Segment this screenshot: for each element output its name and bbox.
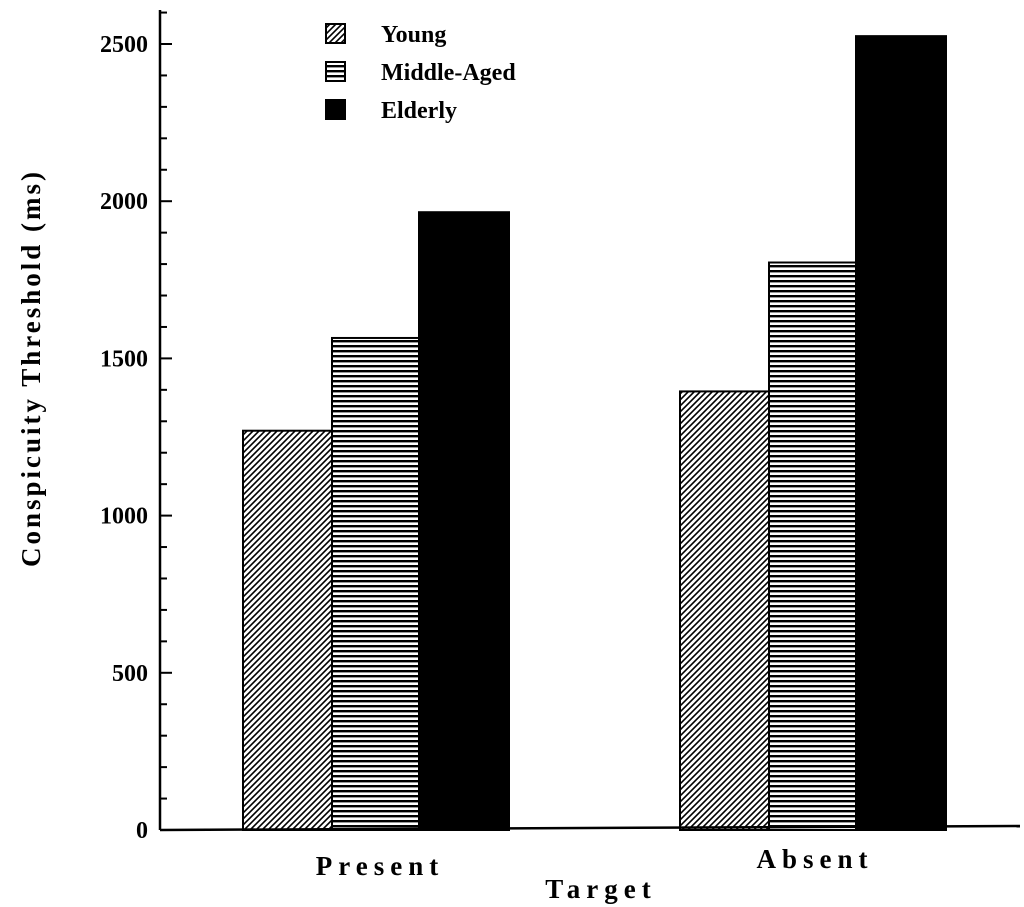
bars-group <box>242 35 947 832</box>
legend-swatch-middle-aged <box>325 61 346 82</box>
y-axis-title: Conspicuity Threshold (ms) <box>16 169 46 567</box>
y-tick-label: 2500 <box>100 32 148 58</box>
legend-label-young: Young <box>381 22 446 48</box>
legend-swatch-young <box>325 23 346 44</box>
y-tick-label: 2000 <box>100 189 148 215</box>
legend-label-elderly: Elderly <box>381 98 457 124</box>
y-tick-label: 1000 <box>100 504 148 530</box>
legend-swatch-elderly <box>325 99 346 120</box>
bar-elderly-present <box>418 211 510 832</box>
x-axis-line <box>159 824 1021 832</box>
bar-young-absent <box>679 390 770 831</box>
bar-young-present <box>242 429 333 831</box>
legend-label-middle-aged: Middle-Aged <box>381 60 516 86</box>
x-tick-label-absent: Absent <box>756 844 873 874</box>
bar-middle-aged-present <box>331 336 420 831</box>
x-tick-label-present: Present <box>316 851 444 881</box>
x-axis-title: Target <box>545 874 657 904</box>
y-tick-label: 0 <box>136 818 148 844</box>
y-axis: 0 500 1000 1500 2000 2500 <box>100 10 172 844</box>
x-axis: Present Absent <box>159 824 1021 881</box>
bar-middle-aged-absent <box>768 261 857 831</box>
bar-elderly-absent <box>855 35 947 831</box>
y-tick-label: 1500 <box>100 346 148 372</box>
legend: Young Middle-Aged Elderly <box>325 22 516 124</box>
y-tick-label: 500 <box>112 661 148 687</box>
